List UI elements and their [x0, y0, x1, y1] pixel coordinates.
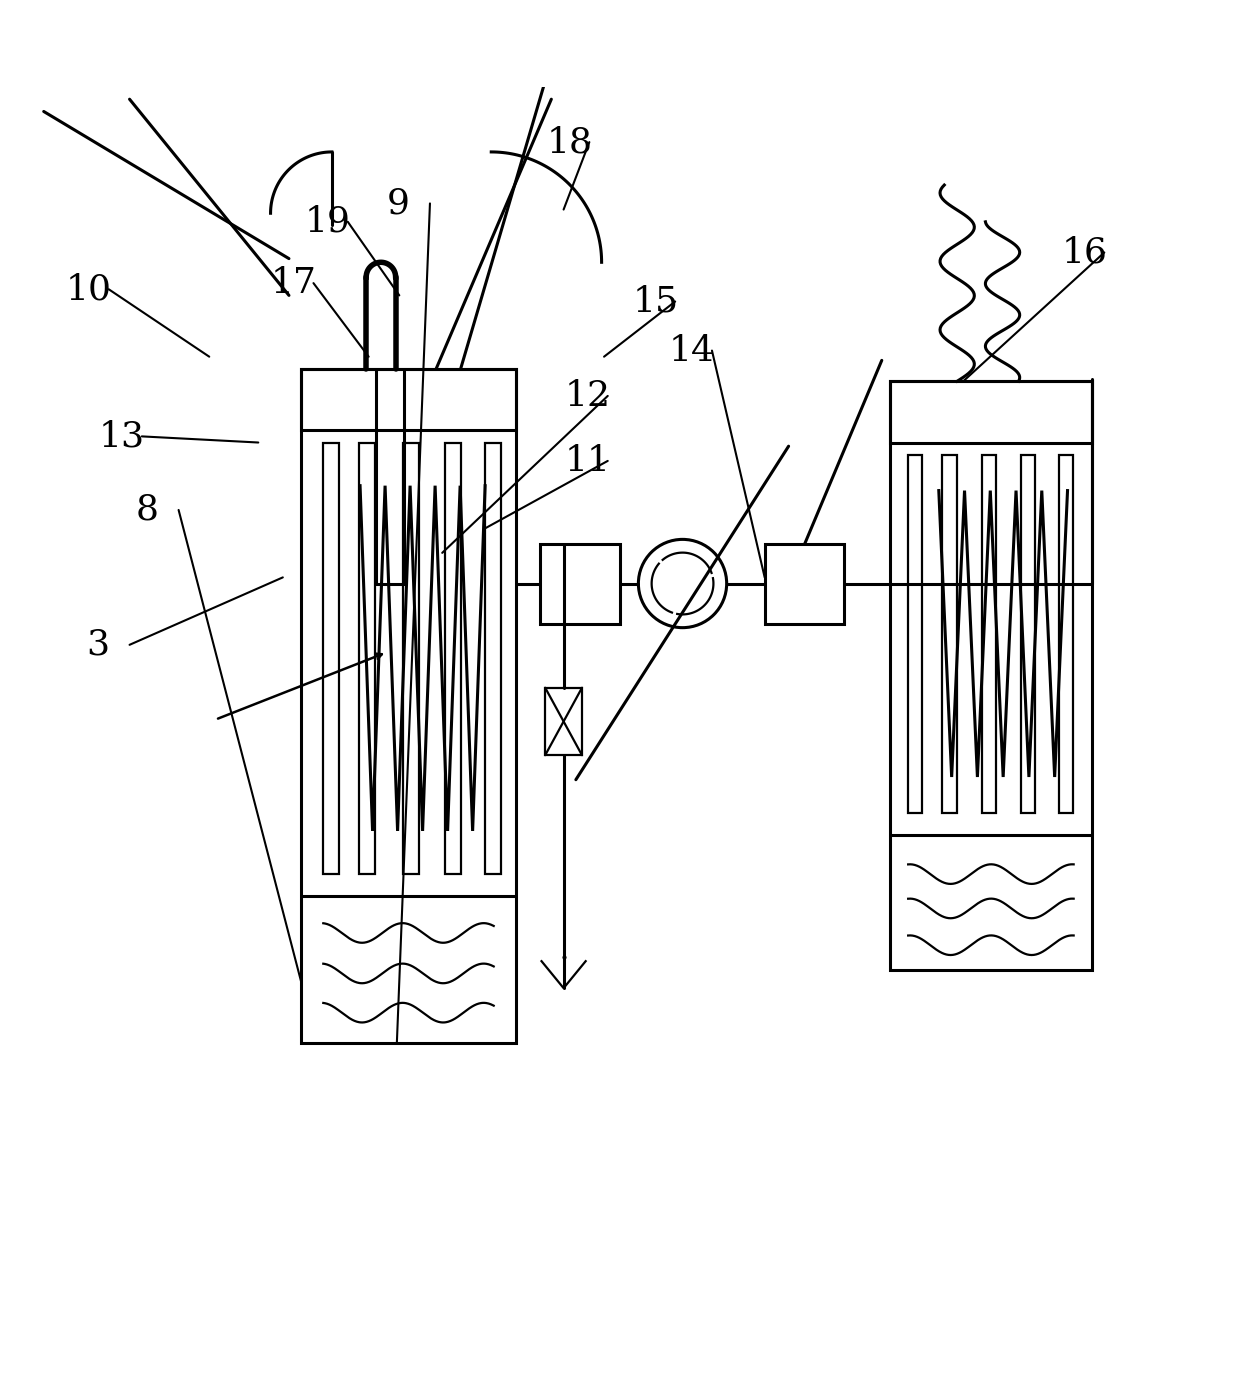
- Text: 12: 12: [565, 379, 611, 413]
- Bar: [485, 442, 501, 874]
- Bar: [324, 442, 340, 874]
- Text: 14: 14: [670, 333, 715, 368]
- Bar: [403, 442, 419, 874]
- Text: 8: 8: [135, 493, 159, 526]
- Bar: [541, 545, 620, 624]
- Bar: [358, 442, 374, 874]
- Bar: [982, 455, 996, 813]
- Bar: [1021, 455, 1035, 813]
- Text: 16: 16: [1061, 235, 1107, 269]
- Bar: [301, 370, 516, 430]
- Bar: [1059, 455, 1074, 813]
- Text: 11: 11: [565, 444, 611, 477]
- Text: 15: 15: [632, 284, 678, 319]
- Bar: [890, 381, 1092, 442]
- Bar: [942, 455, 957, 813]
- Bar: [908, 455, 923, 813]
- Text: 18: 18: [547, 125, 593, 160]
- Text: 9: 9: [387, 186, 410, 220]
- Text: 10: 10: [66, 272, 112, 307]
- Text: 19: 19: [305, 204, 351, 239]
- Text: 3: 3: [87, 627, 110, 662]
- Bar: [890, 381, 1092, 970]
- Bar: [765, 545, 844, 624]
- Bar: [546, 687, 582, 755]
- Text: 13: 13: [99, 420, 145, 454]
- Bar: [445, 442, 460, 874]
- Text: 17: 17: [270, 266, 316, 300]
- Bar: [301, 370, 516, 1043]
